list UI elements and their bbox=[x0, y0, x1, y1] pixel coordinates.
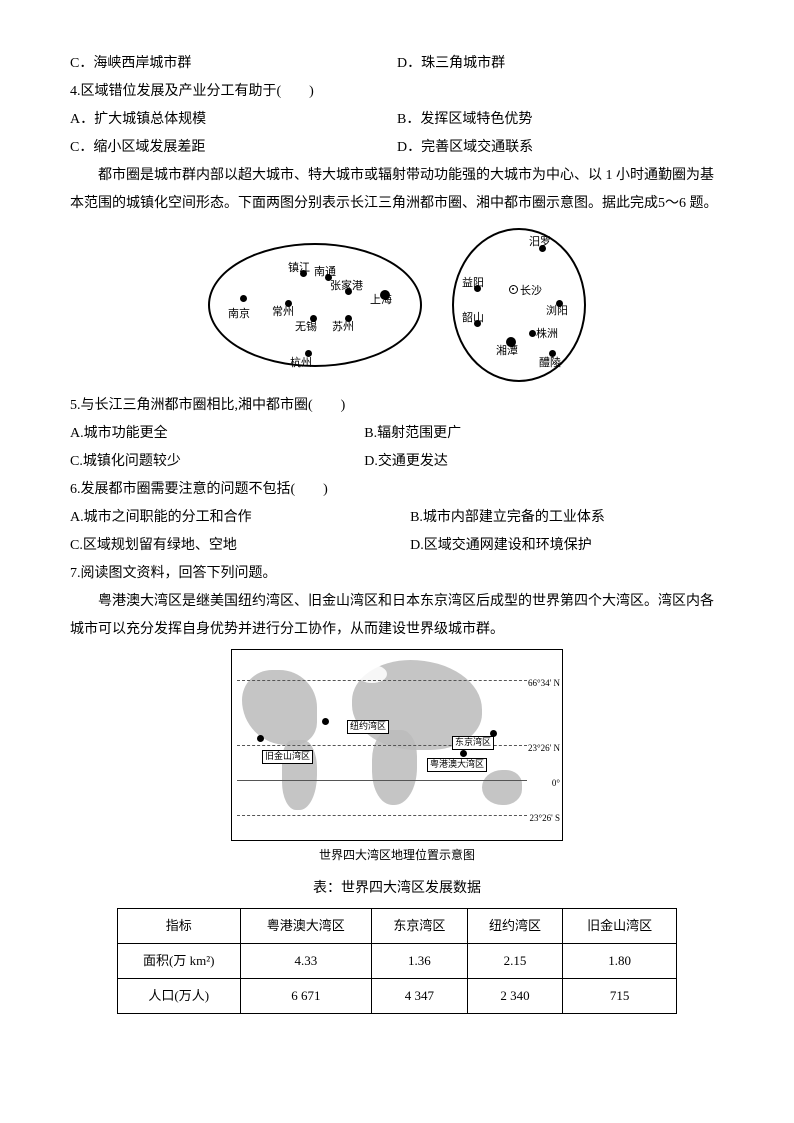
node-nanjing: 南京 bbox=[228, 303, 250, 325]
q6-b: B.城市内部建立完备的工业体系 bbox=[410, 504, 605, 532]
node-wuxi: 无锡 bbox=[295, 316, 317, 338]
map-label-newyork: 纽约湾区 bbox=[347, 720, 389, 734]
passage-7: 粤港澳大湾区是继美国纽约湾区、旧金山湾区和日本东京湾区后成型的世界第四个大湾区。… bbox=[70, 588, 724, 644]
cell: 人口(万人) bbox=[118, 979, 241, 1014]
map-label-tokyo: 东京湾区 bbox=[452, 736, 494, 750]
passage-5-6: 都市圈是城市群内部以超大城市、特大城市或辐射带动功能强的大城市为中心、以 1 小… bbox=[70, 162, 724, 218]
node-shanghai: 上海 bbox=[370, 289, 392, 311]
node-changsha: 长沙 bbox=[520, 280, 542, 302]
cell: 715 bbox=[563, 979, 677, 1014]
th-1: 粤港澳大湾区 bbox=[240, 909, 372, 944]
q6-cd: C.区域规划留有绿地、空地 D.区域交通网建设和环境保护 bbox=[70, 532, 724, 560]
xiangzhong-ellipse: 汨罗 益阳 长沙 浏阳 韶山 株洲 湘潭 醴陵 bbox=[452, 228, 586, 382]
node-miluo: 汨罗 bbox=[529, 231, 551, 253]
q5-a: A.城市功能更全 bbox=[70, 420, 364, 448]
node-changzhou: 常州 bbox=[272, 301, 294, 323]
q5-ab: A.城市功能更全 B.辐射范围更广 bbox=[70, 420, 724, 448]
world-map: 66°34' N 23°26' N 0° 23°26' S 纽约湾区 旧金山湾区… bbox=[231, 649, 563, 841]
yangtze-delta-ellipse: 南京 镇江 南通 常州 张家港 上海 无锡 苏州 杭州 bbox=[208, 243, 422, 367]
lat-0: 0° bbox=[552, 774, 560, 792]
table-header-row: 指标 粤港澳大湾区 东京湾区 纽约湾区 旧金山湾区 bbox=[118, 909, 677, 944]
node-hangzhou: 杭州 bbox=[290, 352, 312, 374]
map-label-sanfrancisco: 旧金山湾区 bbox=[262, 750, 313, 764]
q4-b: B．发挥区域特色优势 bbox=[397, 106, 724, 134]
lat-23n: 23°26' N bbox=[528, 739, 560, 757]
th-4: 旧金山湾区 bbox=[563, 909, 677, 944]
q6-c: C.区域规划留有绿地、空地 bbox=[70, 532, 410, 560]
q4-a: A．扩大城镇总体规模 bbox=[70, 106, 397, 134]
table-row: 面积(万 km²) 4.33 1.36 2.15 1.80 bbox=[118, 944, 677, 979]
q4-stem: 4.区域错位发展及产业分工有助于( ) bbox=[70, 78, 724, 106]
th-3: 纽约湾区 bbox=[467, 909, 563, 944]
bay-area-table: 指标 粤港澳大湾区 东京湾区 纽约湾区 旧金山湾区 面积(万 km²) 4.33… bbox=[117, 908, 677, 1014]
q5-stem: 5.与长江三角洲都市圈相比,湘中都市圈( ) bbox=[70, 392, 724, 420]
map-caption: 世界四大湾区地理位置示意图 bbox=[70, 843, 724, 867]
th-2: 东京湾区 bbox=[372, 909, 468, 944]
cell: 2.15 bbox=[467, 944, 563, 979]
table-row: 人口(万人) 6 671 4 347 2 340 715 bbox=[118, 979, 677, 1014]
q4-d: D．完善区域交通联系 bbox=[397, 134, 724, 162]
table-caption: 表：世界四大湾区发展数据 bbox=[70, 875, 724, 903]
cell: 面积(万 km²) bbox=[118, 944, 241, 979]
q7-stem: 7.阅读图文资料，回答下列问题。 bbox=[70, 560, 724, 588]
node-xiangtan: 湘潭 bbox=[496, 340, 518, 362]
node-zhuzhou: 株洲 bbox=[536, 323, 558, 345]
option-c: C．海峡西岸城市群 bbox=[70, 50, 397, 78]
node-liuyang: 浏阳 bbox=[546, 300, 568, 322]
node-liling: 醴陵 bbox=[539, 352, 561, 374]
q5-c: C.城镇化问题较少 bbox=[70, 448, 364, 476]
center-changsha-icon bbox=[509, 285, 518, 294]
lat-66n: 66°34' N bbox=[528, 674, 560, 692]
option-d: D．珠三角城市群 bbox=[397, 50, 724, 78]
q5-d: D.交通更发达 bbox=[364, 448, 448, 476]
cell: 6 671 bbox=[240, 979, 372, 1014]
q6-ab: A.城市之间职能的分工和合作 B.城市内部建立完备的工业体系 bbox=[70, 504, 724, 532]
cell: 1.80 bbox=[563, 944, 677, 979]
node-shaoshan: 韶山 bbox=[462, 307, 484, 329]
q4-c: C．缩小区域发展差距 bbox=[70, 134, 397, 162]
q4-cd: C．缩小区域发展差距 D．完善区域交通联系 bbox=[70, 134, 724, 162]
q6-d: D.区域交通网建设和环境保护 bbox=[410, 532, 592, 560]
th-0: 指标 bbox=[118, 909, 241, 944]
q5-b: B.辐射范围更广 bbox=[364, 420, 461, 448]
q3-options-cd: C．海峡西岸城市群 D．珠三角城市群 bbox=[70, 50, 724, 78]
cell: 4 347 bbox=[372, 979, 468, 1014]
cell: 1.36 bbox=[372, 944, 468, 979]
map-label-gba: 粤港澳大湾区 bbox=[427, 758, 487, 772]
node-yiyang: 益阳 bbox=[462, 272, 484, 294]
cell: 4.33 bbox=[240, 944, 372, 979]
node-zhenjiang: 镇江 bbox=[288, 257, 310, 279]
lat-23s: 23°26' S bbox=[530, 809, 560, 827]
node-suzhou: 苏州 bbox=[332, 316, 354, 338]
q4-ab: A．扩大城镇总体规模 B．发挥区域特色优势 bbox=[70, 106, 724, 134]
node-zhangjiagang: 张家港 bbox=[330, 275, 363, 297]
q5-cd: C.城镇化问题较少 D.交通更发达 bbox=[70, 448, 724, 476]
cell: 2 340 bbox=[467, 979, 563, 1014]
city-circle-diagram: 南京 镇江 南通 常州 张家港 上海 无锡 苏州 杭州 汨罗 益阳 长沙 浏阳 … bbox=[70, 228, 724, 382]
q6-a: A.城市之间职能的分工和合作 bbox=[70, 504, 410, 532]
q6-stem: 6.发展都市圈需要注意的问题不包括( ) bbox=[70, 476, 724, 504]
